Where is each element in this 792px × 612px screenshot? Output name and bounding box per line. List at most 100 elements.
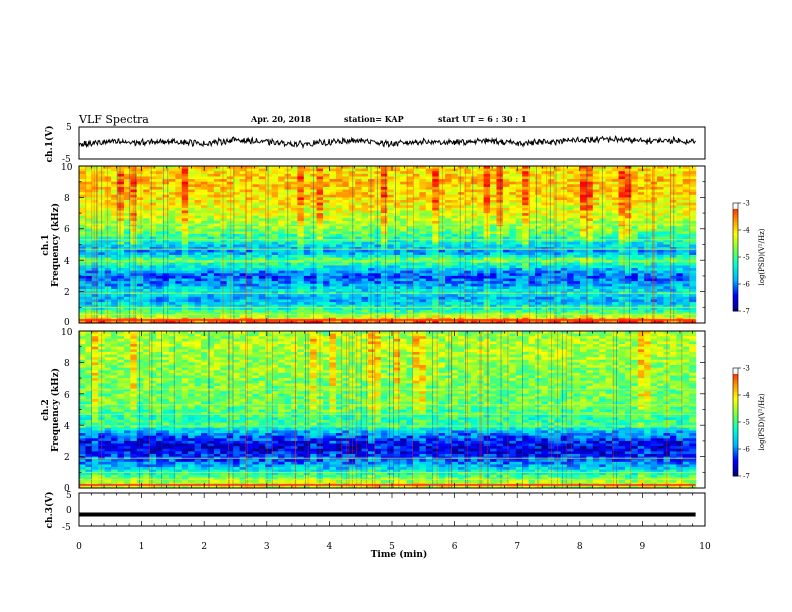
spectrogram-cell: [201, 307, 209, 311]
spectrogram-cell: [143, 205, 151, 209]
spectrogram-cell: [265, 262, 273, 267]
spectrogram-cell: [355, 205, 363, 209]
spectrogram-cell: [310, 278, 318, 282]
spectrogram-cell: [162, 302, 170, 306]
spectrogram-cell: [258, 202, 266, 206]
spectrogram-cell: [117, 247, 125, 251]
spectrogram-cell: [111, 181, 119, 185]
spectrogram-cell: [85, 200, 93, 204]
spectrogram-cell: [290, 286, 298, 290]
spectrogram-cell: [220, 194, 228, 198]
spectrogram-cell: [220, 262, 228, 267]
spectrogram-cell: [290, 281, 298, 285]
spectrogram-cell: [290, 173, 298, 178]
spectrogram-cell: [136, 309, 144, 314]
spectrogram-cell: [246, 302, 254, 306]
spectrogram-cell: [117, 244, 125, 248]
spectrogram-cell: [348, 171, 356, 175]
spectrogram-cell: [201, 252, 209, 256]
spectrogram-cell: [271, 247, 279, 251]
spectrogram-cell: [111, 299, 119, 303]
spectrogram-cell: [246, 231, 254, 235]
spectrogram-cell: [201, 200, 209, 204]
spectrogram-cell: [393, 239, 401, 243]
spectrogram-cell: [136, 249, 144, 253]
spectrogram-cell: [361, 244, 369, 248]
spectrogram-cell: [117, 283, 125, 287]
spectrogram-cell: [156, 223, 164, 227]
spectrogram-cell: [111, 231, 119, 235]
spectrogram-cell: [213, 278, 221, 282]
spectrogram-cell: [387, 286, 395, 290]
spectrogram-cell: [252, 244, 260, 248]
spectrogram-cell: [303, 286, 311, 290]
spectrogram-cell: [149, 166, 157, 170]
spectrogram-cell: [297, 189, 305, 193]
spectrogram-cell: [297, 202, 305, 206]
spectrogram-cell: [136, 194, 144, 198]
spectrogram-cell: [368, 283, 376, 287]
spectrogram-cell: [329, 176, 337, 180]
spectrogram-cell: [181, 194, 189, 198]
spectrogram-cell: [252, 241, 260, 246]
spectrogram-cell: [123, 281, 131, 285]
spectrogram-cell: [181, 294, 189, 298]
spectrogram-cell: [201, 275, 209, 280]
spectrogram-cell: [104, 236, 112, 240]
spectrogram-cell: [258, 283, 266, 287]
spectrogram-cell: [233, 273, 241, 277]
spectrogram-cell: [143, 244, 151, 248]
spectrogram-cell: [310, 166, 318, 170]
spectrogram-cell: [207, 228, 215, 233]
spectrogram-cell: [226, 247, 234, 251]
spectrogram-cell: [207, 254, 215, 259]
spectrogram-cell: [111, 207, 119, 212]
spectrogram-cell: [233, 173, 241, 178]
spectrogram-cell: [168, 176, 176, 180]
spectrogram-cell: [265, 260, 273, 264]
spectrogram-cell: [374, 260, 382, 264]
spectrogram-cell: [303, 294, 311, 298]
spectrogram-cell: [117, 223, 125, 227]
spectrogram-cell: [143, 286, 151, 290]
spectrogram-cell: [271, 210, 279, 214]
spectrogram-cell: [239, 278, 247, 282]
spectrogram-cell: [213, 200, 221, 204]
spectrogram-cell: [252, 281, 260, 285]
spectrogram-cell: [123, 304, 131, 308]
spectrogram-cell: [213, 231, 221, 235]
spectrogram-cell: [258, 239, 266, 243]
spectrogram-cell: [297, 294, 305, 298]
spectrogram-cell: [85, 307, 93, 311]
spectrogram-cell: [156, 202, 164, 206]
spectrogram-cell: [335, 223, 343, 227]
spectrogram-cell: [380, 192, 388, 196]
spectrogram-cell: [220, 189, 228, 193]
spectrogram-cell: [149, 234, 157, 238]
spectrogram-cell: [374, 283, 382, 287]
spectrogram-cell: [85, 239, 93, 243]
spectrogram-cell: [85, 184, 93, 188]
spectrogram-cell: [252, 184, 260, 188]
spectrogram-cell: [226, 192, 234, 196]
spectrogram-cell: [342, 281, 350, 285]
spectrogram-cell: [252, 226, 260, 230]
spectrogram-cell: [374, 286, 382, 290]
spectrogram-cell: [252, 166, 260, 170]
spectrogram-cell: [85, 288, 93, 293]
spectrogram-cell: [226, 278, 234, 282]
spectrogram-cell: [252, 179, 260, 183]
spectrogram-cell: [278, 294, 286, 298]
spectrogram-cell: [117, 186, 125, 191]
spectrogram-cell: [335, 302, 343, 306]
spectrogram-cell: [226, 226, 234, 230]
spectrogram-cell: [387, 239, 395, 243]
spectrogram-cell: [380, 231, 388, 235]
spectrogram-cell: [342, 215, 350, 219]
spectrogram-cell: [162, 231, 170, 235]
spectrogram-cell: [329, 268, 337, 272]
spectrogram-cell: [335, 173, 343, 178]
spectrogram-cell: [258, 296, 266, 301]
spectrogram-cell: [258, 197, 266, 201]
spectrogram-cell: [194, 186, 202, 191]
